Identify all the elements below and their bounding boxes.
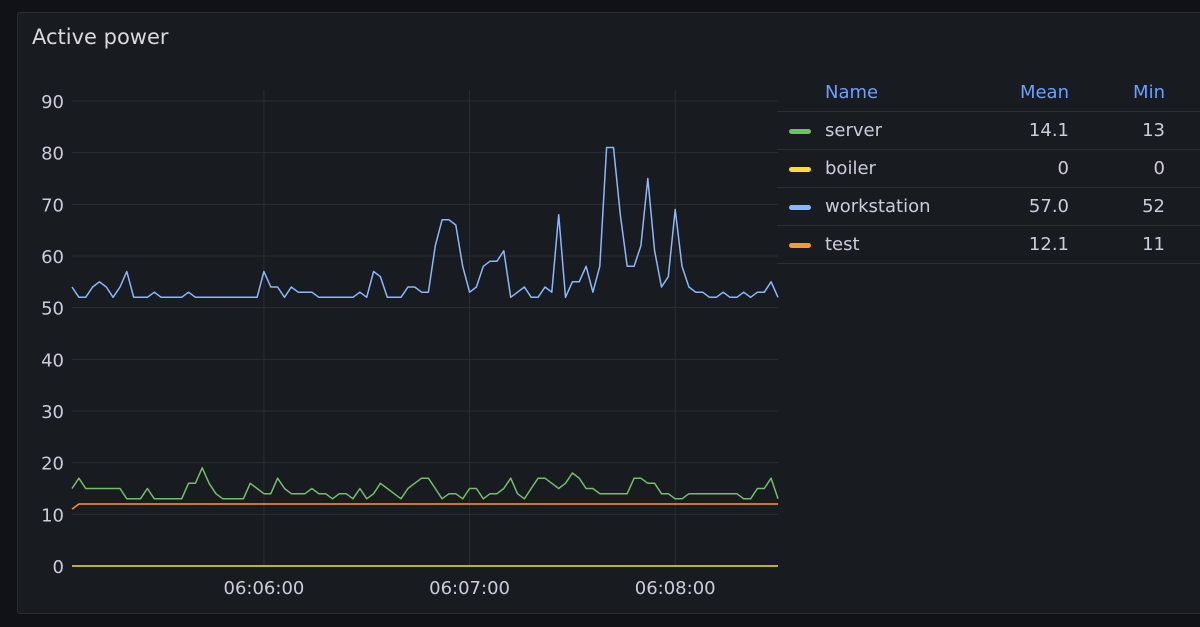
x-tick-label: 06:07:00 — [429, 578, 510, 599]
legend-label[interactable]: boiler — [825, 158, 876, 179]
y-tick-label: 70 — [41, 195, 64, 216]
y-tick-label: 60 — [41, 247, 64, 268]
x-tick-label: 06:08:00 — [635, 578, 716, 599]
series-line-workstation — [71, 146, 779, 299]
legend-mean: 14.1 — [1028, 120, 1069, 141]
legend-min: 52 — [1142, 196, 1165, 217]
legend-min: 0 — [1153, 158, 1165, 179]
y-tick-label: 10 — [41, 505, 64, 526]
legend-series-name: boiler — [777, 158, 997, 179]
legend-min: 13 — [1142, 120, 1165, 141]
legend-row-test[interactable]: test 12.1 11 — [777, 226, 1200, 264]
legend-label[interactable]: test — [825, 234, 860, 255]
y-tick-label: 40 — [41, 350, 64, 371]
legend-series-name: test — [777, 234, 997, 255]
y-tick-label: 50 — [41, 299, 64, 320]
panel: Active power — [17, 12, 1200, 614]
y-tick-label: 20 — [41, 454, 64, 475]
legend-header-mean[interactable]: Mean — [1019, 82, 1069, 103]
series-color-swatch — [789, 204, 811, 210]
y-tick-label: 90 — [41, 92, 64, 113]
legend-mean: 12.1 — [1028, 234, 1069, 255]
legend-row-server[interactable]: server 14.1 13 — [777, 112, 1200, 150]
legend-mean: 57.0 — [1028, 196, 1069, 217]
y-tick-label: 30 — [41, 402, 64, 423]
y-tick-label: 0 — [53, 557, 64, 578]
legend-label[interactable]: server — [825, 120, 882, 141]
legend-header-name[interactable]: Name — [825, 82, 879, 103]
legend-series-name: workstation — [777, 196, 997, 217]
x-tick-label: 06:06:00 — [224, 578, 305, 599]
series-color-swatch — [789, 128, 811, 134]
series-color-swatch — [789, 166, 811, 172]
legend-label[interactable]: workstation — [825, 196, 931, 217]
series-line-test — [71, 503, 778, 510]
legend-header-row: Name Mean Min — [777, 74, 1200, 112]
legend-mean: 0 — [1057, 158, 1069, 179]
series-color-swatch — [789, 242, 811, 248]
legend-series-name: server — [777, 120, 997, 141]
legend-row-workstation[interactable]: workstation 57.0 52 — [777, 188, 1200, 226]
series-line-server — [71, 467, 779, 500]
legend-row-boiler[interactable]: boiler 0 0 — [777, 150, 1200, 188]
y-tick-label: 80 — [41, 144, 64, 165]
panel-title: Active power — [32, 25, 169, 49]
legend-table: Name Mean Min server 14.1 13 boiler 0 0 … — [777, 74, 1200, 264]
legend-min: 11 — [1142, 234, 1165, 255]
legend-header-min[interactable]: Min — [1133, 82, 1165, 103]
